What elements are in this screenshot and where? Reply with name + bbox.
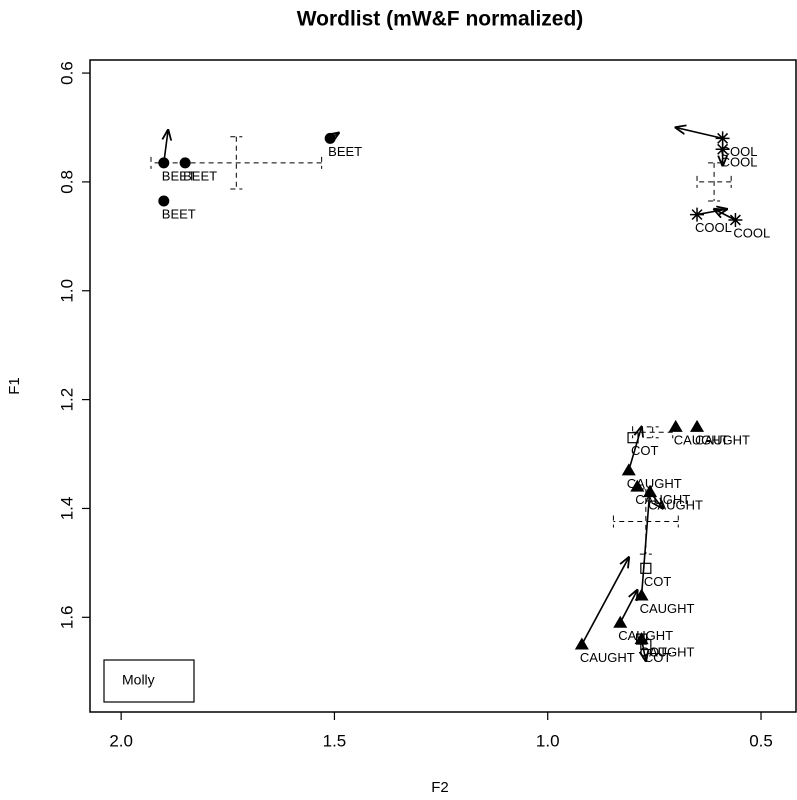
point-label: CAUGHT	[674, 432, 729, 447]
point-label: CAUGHT	[640, 601, 695, 616]
point-label: BEET	[162, 206, 196, 221]
point	[179, 157, 191, 169]
legend-box	[103, 659, 195, 703]
point-label: COOL	[721, 144, 758, 159]
chart-title: Wordlist (mW&F normalized)	[297, 8, 584, 31]
point-label: CAUGHT	[695, 432, 750, 447]
trajectory-arrow	[676, 127, 723, 140]
trajectory-arrow	[640, 487, 651, 596]
x-axis-label: F2	[431, 779, 449, 796]
point-label: COOL	[721, 155, 758, 170]
point	[715, 131, 730, 146]
point-label: COT	[631, 443, 659, 458]
point	[630, 479, 645, 492]
point-label: CAUGHT	[580, 650, 635, 665]
trajectory-arrow	[619, 590, 637, 624]
point-label: BEET	[183, 168, 217, 183]
point	[324, 132, 336, 144]
point	[640, 562, 652, 574]
y-tick-label: 1.0	[57, 279, 76, 303]
x-tick-label: 0.5	[749, 731, 773, 750]
x-tick-label: 1.5	[323, 731, 347, 750]
point	[158, 195, 170, 207]
y-tick-label: 0.8	[57, 170, 76, 194]
x-tick-label: 2.0	[109, 731, 133, 750]
y-tick-label: 1.2	[57, 388, 76, 412]
point	[574, 637, 589, 650]
point-label: COT	[644, 574, 672, 589]
point	[634, 632, 649, 645]
y-tick-label: 0.6	[57, 61, 76, 85]
point-label: BEET	[328, 144, 362, 159]
point	[668, 419, 683, 432]
point	[613, 615, 628, 628]
point	[158, 157, 170, 169]
trajectory-arrow	[581, 557, 629, 645]
point	[728, 213, 743, 228]
trajectory-arrow	[628, 427, 642, 471]
y-tick-label: 1.6	[57, 605, 76, 629]
point-label: COOL	[733, 225, 770, 240]
x-tick-label: 1.0	[536, 731, 560, 750]
trajectory-arrow	[714, 209, 736, 221]
point	[715, 142, 730, 157]
point-label: CAUGHT	[648, 498, 703, 513]
y-tick-label: 1.4	[57, 497, 76, 521]
point-label: CAUGHT	[618, 628, 673, 643]
point-label: BEET	[162, 168, 196, 183]
plot-frame	[89, 59, 797, 713]
point	[621, 463, 636, 476]
point-label: COT	[644, 650, 672, 665]
point-label: CAUGHT	[640, 645, 695, 660]
point-label: COOL	[695, 220, 732, 235]
point	[690, 207, 705, 222]
legend-label: Molly	[122, 672, 155, 688]
y-axis-label: F1	[6, 377, 23, 395]
point	[634, 588, 649, 601]
point	[690, 419, 705, 432]
